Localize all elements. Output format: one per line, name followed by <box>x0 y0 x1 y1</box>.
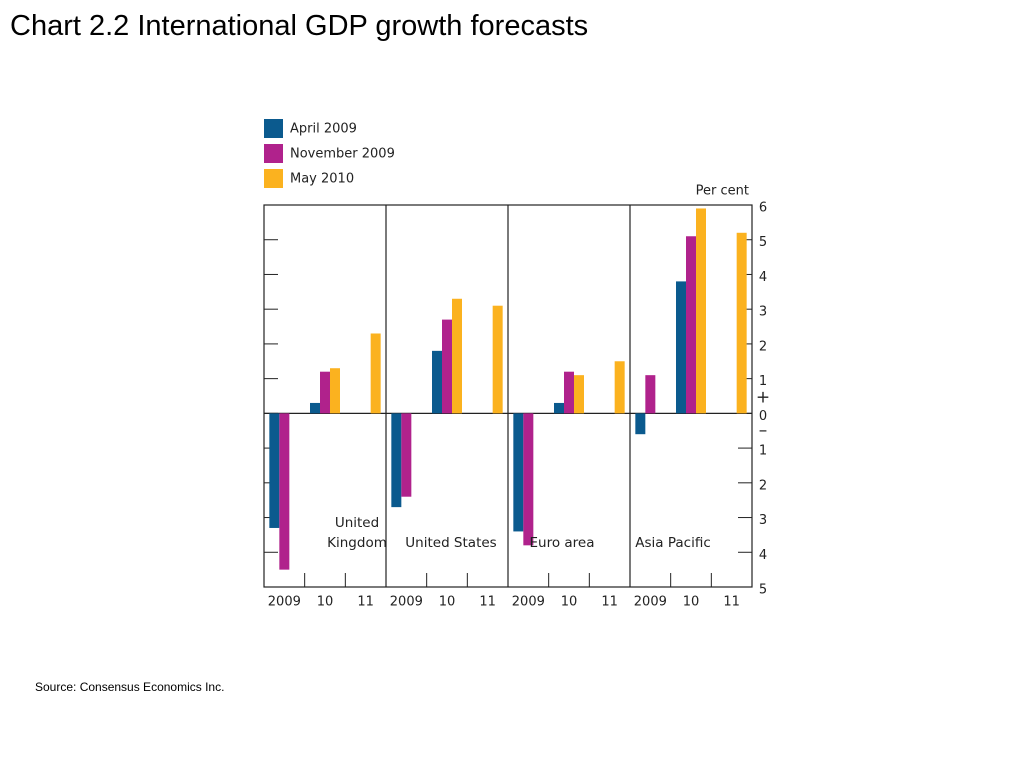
y-tick-label: 4 <box>759 548 767 563</box>
bar <box>696 208 706 414</box>
legend-swatch <box>264 119 283 138</box>
x-tick-label: 2009 <box>512 595 545 610</box>
x-tick-label: 2009 <box>634 595 667 610</box>
y-tick-label: 3 <box>759 513 767 528</box>
negative-sign: – <box>759 420 768 440</box>
group-label: United States <box>405 535 497 551</box>
bar <box>269 413 280 528</box>
bar <box>736 232 747 414</box>
bar <box>574 375 584 414</box>
y-tick-label: 1 <box>759 444 767 459</box>
x-tick-label: 11 <box>601 595 618 610</box>
bar <box>686 236 696 414</box>
bar <box>492 305 503 414</box>
bar <box>513 413 524 532</box>
x-tick-label: 11 <box>723 595 740 610</box>
x-tick-label: 10 <box>683 595 700 610</box>
bar <box>564 371 574 414</box>
source-note: Source: Consensus Economics Inc. <box>35 680 225 694</box>
bar <box>401 413 412 497</box>
y-tick-label: 0 <box>759 409 767 424</box>
bar <box>320 371 330 414</box>
legend-label: May 2010 <box>290 172 354 187</box>
bar <box>452 298 462 414</box>
y-tick-label: 1 <box>759 374 767 389</box>
x-tick-label: 2009 <box>268 595 301 610</box>
bar <box>310 402 320 414</box>
x-tick-label: 11 <box>357 595 374 610</box>
bar <box>279 413 290 570</box>
bar <box>330 368 340 414</box>
group-label: United Kingdom <box>327 515 387 551</box>
x-tick-label: 10 <box>561 595 578 610</box>
bar <box>442 319 452 414</box>
bar <box>645 375 656 414</box>
unit-label: Per cent <box>696 184 749 199</box>
group-label: Asia Pacific <box>635 535 711 551</box>
legend-label: November 2009 <box>290 147 395 162</box>
positive-sign: + <box>756 387 770 407</box>
legend-swatch <box>264 144 283 163</box>
y-tick-label: 5 <box>759 235 767 250</box>
group-label: Euro area <box>529 535 595 551</box>
bar <box>614 361 625 414</box>
bar <box>523 413 534 546</box>
y-tick-label: 2 <box>759 478 767 493</box>
x-tick-label: 10 <box>317 595 334 610</box>
y-tick-label: 3 <box>759 305 767 320</box>
bar <box>635 413 646 435</box>
y-tick-label: 5 <box>759 583 767 598</box>
y-tick-label: 6 <box>759 201 767 216</box>
bar <box>676 281 686 414</box>
y-tick-label: 2 <box>759 339 767 354</box>
bar <box>370 333 381 414</box>
bar <box>391 413 402 508</box>
legend-swatch <box>264 169 283 188</box>
bar <box>432 350 442 414</box>
bar <box>554 402 564 414</box>
x-tick-label: 2009 <box>390 595 423 610</box>
x-tick-label: 10 <box>439 595 456 610</box>
x-tick-label: 11 <box>479 595 496 610</box>
legend-label: April 2009 <box>290 122 357 137</box>
y-tick-label: 4 <box>759 270 767 285</box>
chart-title: Chart 2.2 International GDP growth forec… <box>10 10 589 42</box>
